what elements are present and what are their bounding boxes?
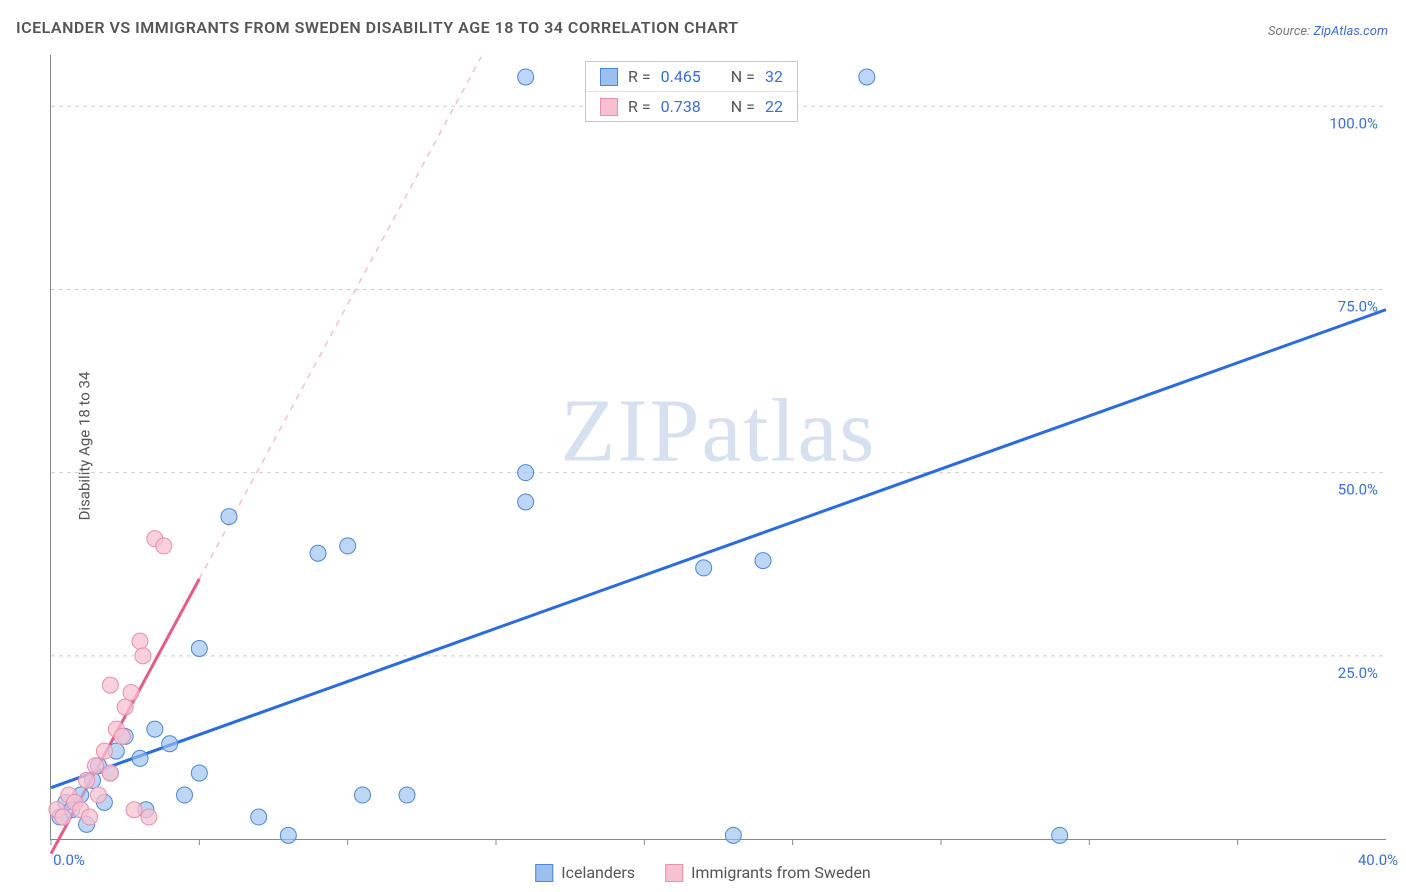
svg-text:40.0%: 40.0%: [1358, 851, 1398, 869]
swatch-pink-icon: [600, 98, 618, 116]
source-prefix: Source:: [1268, 24, 1313, 39]
swatch-blue-icon: [535, 864, 553, 882]
stat-r-pink: 0.738: [661, 97, 701, 116]
stats-row-pink: R = 0.738 N = 22: [586, 91, 797, 121]
stat-n-label: N =: [731, 97, 755, 116]
source-link[interactable]: ZipAtlas.com: [1313, 24, 1388, 39]
plot-svg: 25.0%50.0%75.0%100.0%0.0%40.0%: [51, 55, 1386, 839]
plot-area: 25.0%50.0%75.0%100.0%0.0%40.0% ZIPatlas …: [50, 55, 1386, 840]
swatch-blue-icon: [600, 68, 618, 86]
legend-label-blue: Icelanders: [561, 863, 635, 882]
stat-r-label: R =: [628, 67, 651, 86]
stats-row-blue: R = 0.465 N = 32: [586, 62, 797, 91]
stat-n-label: N =: [731, 67, 755, 86]
svg-text:0.0%: 0.0%: [53, 851, 85, 869]
legend-label-pink: Immigrants from Sweden: [691, 863, 871, 882]
legend-item-pink: Immigrants from Sweden: [665, 863, 871, 882]
svg-text:75.0%: 75.0%: [1338, 297, 1378, 315]
stat-r-label: R =: [628, 97, 651, 116]
source-attribution: Source: ZipAtlas.com: [1268, 24, 1388, 39]
stat-n-blue: 32: [765, 67, 783, 86]
svg-text:50.0%: 50.0%: [1338, 481, 1378, 499]
bottom-legend: Icelanders Immigrants from Sweden: [535, 863, 871, 882]
svg-text:25.0%: 25.0%: [1338, 664, 1378, 682]
svg-text:100.0%: 100.0%: [1329, 114, 1378, 132]
swatch-pink-icon: [665, 864, 683, 882]
legend-item-blue: Icelanders: [535, 863, 635, 882]
stats-box: R = 0.465 N = 32 R = 0.738 N = 22: [585, 61, 798, 122]
chart-title: ICELANDER VS IMMIGRANTS FROM SWEDEN DISA…: [16, 18, 739, 37]
stat-r-blue: 0.465: [661, 67, 701, 86]
stat-n-pink: 22: [765, 97, 783, 116]
